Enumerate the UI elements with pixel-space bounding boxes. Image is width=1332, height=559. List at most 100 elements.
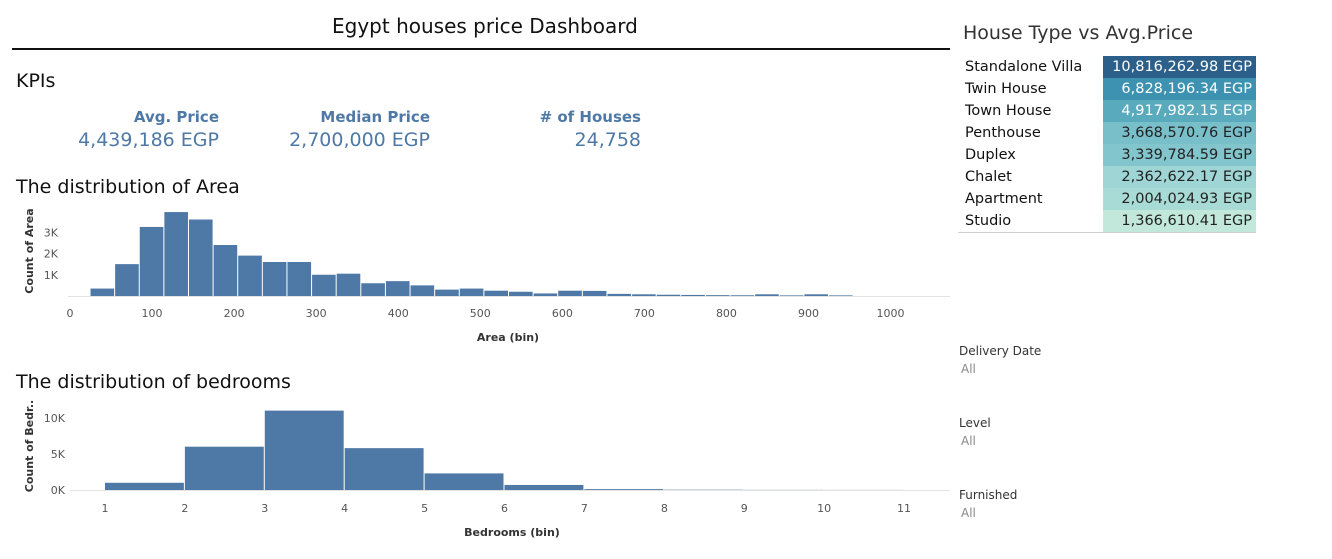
y-tick-label: 3K <box>44 226 59 239</box>
house-type-avg-price: 3,339,784.59 EGP <box>1103 144 1256 166</box>
dashboard-title: Egypt houses price Dashboard <box>332 14 638 38</box>
x-tick-label: 0 <box>67 307 74 320</box>
histogram-bar <box>804 294 829 296</box>
house-type-row: Town House 4,917,982.15 EGP <box>958 100 1256 122</box>
histogram-bar <box>139 226 164 296</box>
bedrooms-chart-heading: The distribution of bedrooms <box>16 371 291 393</box>
house-type-name: Standalone Villa <box>965 59 1083 75</box>
histogram-bar <box>312 274 336 296</box>
house-type-name: Twin House <box>965 81 1047 97</box>
histogram-bar <box>705 295 730 297</box>
house-type-title: House Type vs Avg.Price <box>963 22 1194 44</box>
histogram-bar <box>90 288 115 296</box>
histogram-bar <box>264 410 344 490</box>
x-tick-label: 200 <box>224 307 245 320</box>
x-tick-label: 1000 <box>877 307 905 320</box>
x-tick-label: 4 <box>341 502 348 515</box>
house-type-avg-price: 10,816,262.98 EGP <box>1103 56 1256 78</box>
histogram-bar <box>509 291 533 296</box>
house-type-name: Duplex <box>965 147 1016 163</box>
histogram-bar <box>656 294 681 296</box>
histogram-bar <box>755 294 779 296</box>
house-type-avg-price: 4,917,982.15 EGP <box>1103 100 1256 122</box>
x-tick-label: 10 <box>817 502 831 515</box>
x-tick-label: 6 <box>501 502 508 515</box>
histogram-bar <box>115 264 139 296</box>
house-type-avg-price: 1,366,610.41 EGP <box>1103 210 1256 232</box>
house-type-row: Apartment 2,004,024.93 EGP <box>958 188 1256 210</box>
x-tick-label: 100 <box>142 307 163 320</box>
histogram-bar <box>188 219 213 296</box>
house-type-row: Chalet 2,362,622.17 EGP <box>958 166 1256 188</box>
x-tick-label: 7 <box>581 502 588 515</box>
house-type-name: Penthouse <box>965 125 1041 141</box>
area-chart-heading: The distribution of Area <box>16 176 240 198</box>
histogram-bar <box>287 262 312 296</box>
filter-level-select[interactable]: All <box>961 434 976 448</box>
house-type-row: Standalone Villa 10,816,262.98 EGP <box>958 56 1256 78</box>
histogram-bar <box>344 448 424 490</box>
x-axis-title: Bedrooms (bin) <box>464 526 560 539</box>
x-tick-label: 9 <box>741 502 748 515</box>
x-tick-label: 800 <box>716 307 737 320</box>
histogram-bar <box>213 245 238 296</box>
histogram-bar <box>361 283 385 296</box>
filter-furnished-select[interactable]: All <box>961 506 976 520</box>
house-type-row: Penthouse 3,668,570.76 EGP <box>958 122 1256 144</box>
kpi-house-count-value: 24,758 <box>574 129 641 151</box>
x-tick-label: 11 <box>897 502 911 515</box>
kpi-median-price-value: 2,700,000 EGP <box>289 129 430 151</box>
x-tick-label: 500 <box>470 307 491 320</box>
x-tick-label: 3 <box>261 502 268 515</box>
histogram-bar <box>484 290 508 296</box>
house-type-table: Standalone Villa 10,816,262.98 EGP Twin Ho… <box>958 56 1256 234</box>
filter-delivery-date-select[interactable]: All <box>961 362 976 376</box>
histogram-bar <box>424 473 504 490</box>
histogram-bar <box>607 293 632 296</box>
histogram-bar <box>533 293 558 296</box>
y-tick-label: 5K <box>51 448 66 461</box>
house-type-row: Studio 1,366,610.41 EGP <box>958 210 1256 232</box>
histogram-bar <box>262 262 287 296</box>
x-tick-label: 5 <box>421 502 428 515</box>
x-tick-label: 300 <box>306 307 327 320</box>
kpi-avg-price-value: 4,439,186 EGP <box>78 129 219 151</box>
house-type-name: Chalet <box>965 169 1012 185</box>
histogram-bar <box>558 290 582 296</box>
x-tick-label: 1 <box>101 502 108 515</box>
filter-level-label: Level <box>959 416 991 430</box>
bedrooms-histogram: 1 2 3 4 5 6 7 8 9 10 11 0K 5K 10K Bedrooms (bin) Count … <box>23 400 950 539</box>
house-type-name: Town House <box>965 103 1052 119</box>
house-type-avg-price: 2,004,024.93 EGP <box>1103 188 1256 210</box>
histogram-bar <box>336 273 361 296</box>
histogram-bar <box>632 294 656 296</box>
house-type-name: Apartment <box>965 191 1043 207</box>
x-tick-label: 700 <box>634 307 655 320</box>
y-tick-label: 10K <box>44 412 66 425</box>
area-histogram: 0 100 200 300 400 500 600 700 800 900 1000 1K 2K 3K Ar… <box>23 208 950 344</box>
x-tick-label: 2 <box>181 502 188 515</box>
filter-furnished-label: Furnished <box>959 488 1018 502</box>
title-divider <box>12 48 950 50</box>
histogram-bar <box>435 289 459 296</box>
histogram-bar <box>238 255 262 296</box>
histogram-bar <box>681 294 705 296</box>
histogram-bar <box>730 295 755 297</box>
histogram-bar <box>582 290 607 296</box>
y-axis-title: Count of Bedr.. <box>23 400 36 493</box>
histogram-bar <box>829 295 853 297</box>
x-tick-label: 8 <box>661 502 668 515</box>
histogram-bar <box>385 281 410 296</box>
x-tick-label: 900 <box>798 307 819 320</box>
x-tick-label: 400 <box>388 307 409 320</box>
histogram-bar <box>164 212 188 296</box>
kpis-heading: KPIs <box>16 70 56 92</box>
histogram-bar <box>459 288 484 296</box>
histogram-bar <box>410 285 435 296</box>
y-tick-label: 1K <box>44 269 59 282</box>
house-type-avg-price: 3,668,570.76 EGP <box>1103 122 1256 144</box>
histogram-bar <box>504 484 584 490</box>
histogram-bar <box>104 482 184 490</box>
y-tick-label: 0K <box>51 484 66 497</box>
house-type-row: Duplex 3,339,784.59 EGP <box>958 144 1256 166</box>
